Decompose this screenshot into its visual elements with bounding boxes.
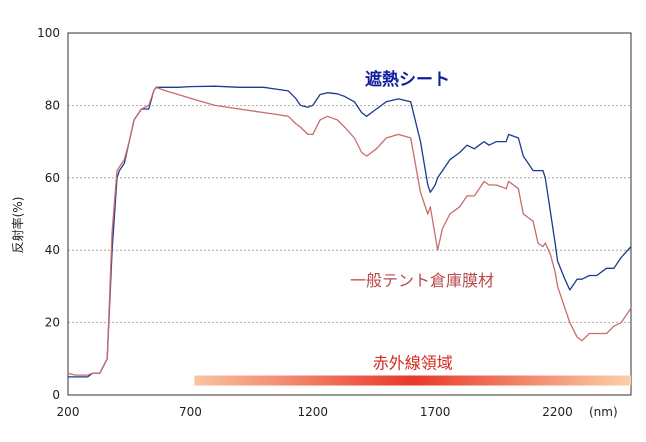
y-tick-label: 80 [45,98,60,112]
series-label-tent-membrane: 一般テント倉庫膜材 [350,271,494,290]
x-axis-ticks: 200 700 1200 1700 2200 [57,405,573,419]
x-tick-label: 200 [57,405,80,419]
x-tick-label: 2200 [542,405,573,419]
x-tick-label: 1200 [298,405,329,419]
y-axis-ticks: 0 20 40 60 80 100 [37,26,60,402]
infrared-band [194,375,632,386]
x-unit-label: (nm) [589,405,618,419]
y-tick-label: 40 [45,243,60,257]
grid-lines [68,105,631,324]
y-tick-label: 20 [45,316,60,330]
series-label-heat-shield-sheet: 遮熱シート [365,69,450,90]
y-axis-label: 反射率(%) [10,197,25,254]
x-tick-label: 700 [179,405,202,419]
series-line-1 [67,86,632,376]
y-tick-label: 100 [37,26,60,40]
x-tick-label: 1700 [420,405,451,419]
series-line-0 [68,85,632,378]
y-tick-label: 60 [45,171,60,185]
y-tick-label: 0 [52,388,60,402]
series-lines [67,85,632,378]
plot-frame [67,32,632,396]
infrared-band-label: 赤外線領域 [373,354,453,373]
